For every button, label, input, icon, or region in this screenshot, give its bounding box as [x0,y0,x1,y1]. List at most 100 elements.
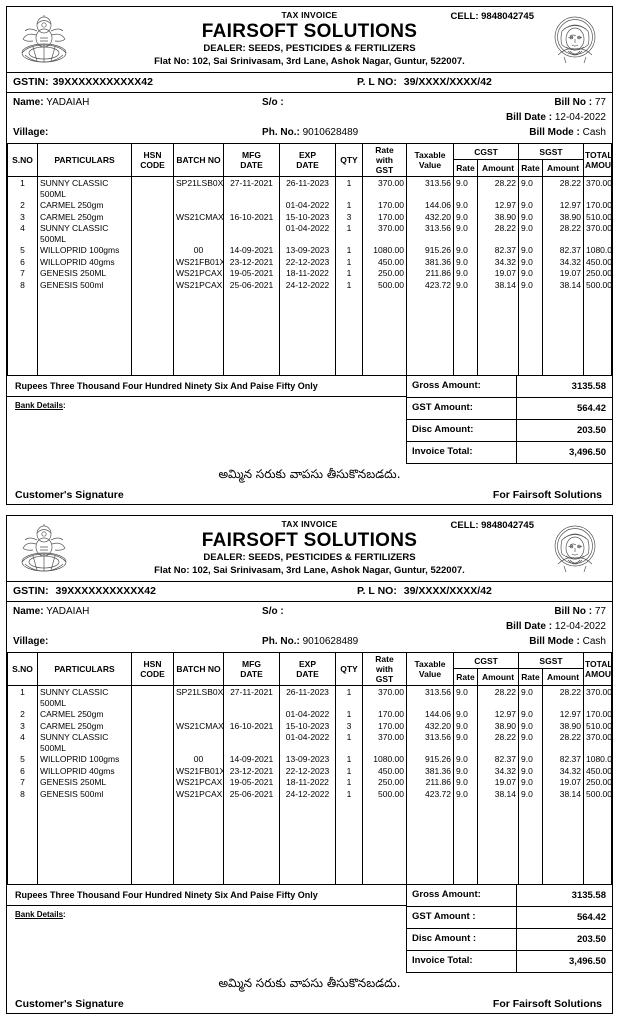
filler-cell [362,290,407,376]
col-exp-date: EXP DATE [279,653,336,686]
particulars-line-2: 500ML [40,697,66,708]
cell-exp-date: 26-11-2023 [279,176,336,199]
cell-qty: 1 [335,222,363,244]
cell-particulars: SUNNY CLASSIC 500ML [37,685,132,708]
cell-rate-with-gst: 170.00 [362,719,407,731]
cell-exp-date: 24-12-2022 [279,787,336,799]
party-name-column: Name: YADAIAH Village: [13,604,262,649]
bill-mode-value: Cash [582,127,606,138]
col-cgst-group: CGST [453,144,519,161]
cell-exp-date: 26-11-2023 [279,685,336,708]
cell-cgst-rate: 9.0 [453,787,478,799]
cell-mfg-date: 23-12-2021 [223,255,280,267]
table-row: 2 CARMEL 250gm 01-04-2022 1 170.00 144.06 9.0 1… [7,199,612,211]
bill-date-value: 12-04-2022 [554,621,606,632]
cell-sno: 1 [7,176,38,199]
filler-cell [406,290,454,376]
cell-cgst-rate: 9.0 [453,753,478,765]
bank-details-label: Bank Details [15,401,64,410]
gstin-value: 39XXXXXXXXXXX42 [55,585,156,597]
cell-exp-date: 15-10-2023 [279,210,336,222]
col-qty: QTY [335,144,363,177]
bill-date-label: Bill Date : [505,112,553,123]
col-mfg-date: MFG DATE [223,653,280,686]
tax-invoice-label: TAX INVOICE [281,10,338,20]
particulars-line-2: 500ML [40,188,66,199]
cell-total-amount: 170.00 [583,199,612,211]
cell-taxable-value: 211.86 [406,267,454,279]
filler-cell [37,290,132,376]
cell-hsn-code [131,267,174,279]
col-mfg-date-line1: MFG [242,659,261,669]
cell-batch-no [173,731,224,753]
cell-cgst-amount: 28.22 [477,176,519,199]
phone-value: 9010628489 [302,636,359,647]
cell-total-amount: 1080.00 [583,244,612,256]
cell-sgst-amount: 34.32 [542,255,584,267]
table-header: S.NO PARTICULARS HSN CODE BATCH NO MFG D… [7,653,612,686]
col-hsn-code-line1: HSN [143,150,162,160]
cell-exp-date: 15-10-2023 [279,719,336,731]
customer-signature-label: Customer's Signature [15,489,124,501]
cell-total-amount: 510.00 [583,719,612,731]
invoice-copy-1: CELL: 9848042745 TAX INVOICE FAIRSOFT SO… [6,6,613,505]
cell-hsn-code [131,719,174,731]
cell-exp-date: 22-12-2023 [279,764,336,776]
table-row: 5 WILLOPRID 100gms 00 14-09-2021 13-09-2023 1… [7,753,612,765]
filler-cell [542,290,584,376]
filler-cell [173,290,224,376]
cell-sno: 4 [7,731,38,753]
bill-date-row: Bill Date : 12-04-2022 [440,110,606,125]
gstin-block: GSTIN: 39XXXXXXXXXXX42 [13,76,357,88]
cell-cgst-rate: 9.0 [453,685,478,708]
cell-qty: 1 [335,764,363,776]
cell-mfg-date [223,708,280,720]
cell-sno: 5 [7,244,38,256]
disc-amount-label: Disc Amount : [407,929,517,950]
gross-amount-row: Gross Amount: 3135.58 [407,885,612,907]
cell-sgst-amount: 34.32 [542,764,584,776]
cell-qty: 1 [335,244,363,256]
cell-hsn-code [131,753,174,765]
bank-details-colon: : [63,910,66,919]
tax-invoice-label: TAX INVOICE [281,519,338,529]
cell-rate-with-gst: 450.00 [362,255,407,267]
invoice-footer: Rupees Three Thousand Four Hundred Ninet… [7,376,612,464]
filler-cell [542,799,584,885]
totals-block: Gross Amount: 3135.58 GST Amount: 564.42… [407,376,612,464]
filler-cell [335,290,363,376]
cell-batch-no: WS21CMAX [173,719,224,731]
cell-cgst-amount: 28.22 [477,731,519,753]
pl-no-block: P. L NO: 39/XXXX/XXXX/42 [357,76,606,88]
cell-cgst-amount: 12.97 [477,199,519,211]
cell-particulars: WILLOPRID 40gms [37,764,132,776]
cell-rate-with-gst: 1080.00 [362,244,407,256]
col-cgst-amount: Amount [477,159,519,177]
cell-batch-no: WS21CMAX [173,210,224,222]
col-rate-with-gst-line1: Rate [375,145,394,155]
particulars-line-1: SUNNY CLASSIC [40,178,109,188]
cell-hsn-code [131,776,174,788]
col-rate-with-gst-line1: Rate [375,654,394,664]
cell-cgst-amount: 12.97 [477,708,519,720]
col-mfg-date-line2: DATE [240,160,263,170]
cell-exp-date: 22-12-2023 [279,255,336,267]
cell-sgst-amount: 28.22 [542,222,584,244]
cell-sgst-amount: 38.90 [542,210,584,222]
firm-name: FAIRSOFT SOLUTIONS [201,21,418,42]
cell-mfg-date: 27-11-2021 [223,176,280,199]
party-spacer-2 [262,619,440,634]
filler-cell [37,799,132,885]
cell-sno: 3 [7,210,38,222]
telugu-no-return-note: అమ్మిన సరుకు వాపసు తీసుకొనబడదు. [218,976,401,990]
gst-amount-value: 564.42 [576,402,606,414]
col-cgst-group: CGST [453,653,519,670]
cell-total-amount: 510.00 [583,210,612,222]
table-header: S.NO PARTICULARS HSN CODE BATCH NO MFG D… [7,144,612,177]
header-row-2: Rate Amount Rate Amount [8,668,612,686]
pl-no-value: 39/XXXX/XXXX/42 [403,76,492,88]
cell-rate-with-gst: 170.00 [362,199,407,211]
bill-mode-label: Bill Mode : [529,636,580,647]
cell-exp-date: 18-11-2022 [279,267,336,279]
phone-label: Ph. No.: [262,127,300,138]
